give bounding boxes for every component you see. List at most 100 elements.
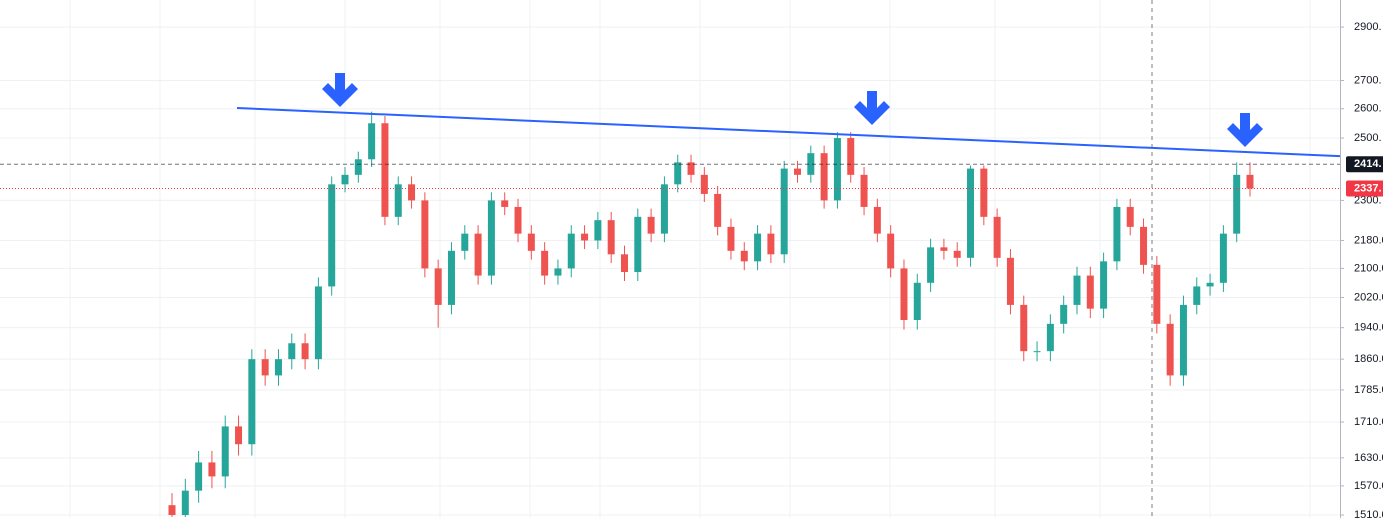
y-tick-label: 1510.0: [1354, 509, 1383, 518]
arrows: [322, 73, 1263, 147]
candle-body: [195, 462, 203, 491]
candle-body: [940, 247, 948, 251]
candle-body: [794, 168, 802, 175]
price-label-box: [1346, 180, 1383, 197]
candle-body: [434, 268, 442, 305]
candle-body: [780, 168, 788, 255]
candle-body: [1233, 174, 1241, 234]
candle-body: [967, 168, 975, 258]
candle-body: [1193, 286, 1201, 305]
candle-body: [1033, 351, 1041, 353]
candle-body: [1246, 174, 1254, 189]
candle-body: [288, 343, 296, 360]
candle-body: [1219, 233, 1227, 283]
price-axis: [1341, 0, 1383, 518]
candle-body: [248, 359, 256, 445]
candle-body: [833, 138, 841, 201]
candle-body: [1060, 304, 1068, 324]
candle-body: [554, 268, 562, 276]
y-tick-label: 2020.0: [1354, 291, 1383, 303]
candle-body: [700, 174, 708, 194]
candle-body: [394, 184, 402, 217]
candle-body: [1206, 282, 1214, 287]
candle-body: [1113, 206, 1121, 262]
candle-body: [913, 282, 921, 321]
candle-body: [261, 359, 269, 376]
candle-body: [527, 233, 535, 251]
y-tick-label: 2500.: [1354, 132, 1382, 144]
candle-body: [368, 123, 376, 160]
candle-body: [1046, 323, 1054, 352]
candle-body: [567, 233, 575, 269]
candle-body: [887, 233, 895, 269]
candle-body: [1086, 275, 1094, 309]
candle-body: [647, 216, 655, 234]
candle-body: [807, 153, 815, 175]
candle-body: [980, 168, 988, 217]
candle-body: [607, 220, 615, 255]
trendline: [236, 107, 1383, 159]
arrow: [1227, 113, 1263, 147]
candle-body: [447, 250, 455, 305]
y-tick-label: 1860.0: [1354, 353, 1383, 365]
candle-body: [860, 174, 868, 207]
candle-body: [1126, 206, 1134, 227]
candle-body: [1153, 264, 1161, 324]
candle-body: [714, 193, 722, 227]
y-tick-label: 2700.: [1354, 74, 1382, 86]
y-tick-label: 1570.0: [1354, 480, 1383, 492]
candle-body: [474, 233, 482, 276]
candle-body: [740, 250, 748, 262]
y-tick-label: 1710.0: [1354, 416, 1383, 428]
candle-body: [900, 268, 908, 321]
candle-body: [594, 220, 602, 241]
vertical-grid: [69, 0, 1311, 518]
candle-body: [354, 159, 362, 175]
candle-body: [953, 250, 961, 258]
candle-body: [1073, 275, 1081, 305]
candle-body: [541, 250, 549, 276]
candle-body: [328, 184, 336, 287]
candle-body: [421, 200, 429, 269]
y-tick-label: 1785.0: [1354, 384, 1383, 396]
axis-labels: 2900. 2700. 2600. 2500. 2300. 2180.0 2100.0 202…: [1340, 21, 1383, 518]
candle-body: [660, 184, 668, 234]
y-tick-label: 2600.: [1354, 103, 1382, 115]
candle-body: [767, 233, 775, 255]
candle-body: [408, 184, 416, 201]
candle-body: [727, 226, 735, 251]
candle-body: [1179, 304, 1187, 376]
candle-body: [927, 247, 935, 283]
y-tick-label: 2100.0: [1354, 262, 1383, 274]
candle-body: [820, 153, 828, 201]
arrow: [322, 73, 358, 107]
candle-body: [221, 426, 229, 477]
candle-body: [1140, 226, 1148, 265]
candle-body: [274, 359, 282, 376]
candle-body: [687, 162, 695, 175]
candle-body: [381, 123, 389, 217]
candle-body: [1006, 257, 1014, 305]
candle-body: [501, 200, 509, 207]
price-label: 2414.: [1354, 158, 1382, 170]
candle-body: [634, 216, 642, 272]
candle-body: [341, 174, 349, 185]
y-tick-label: 1940.0: [1354, 322, 1383, 334]
candles: [0, 111, 1340, 518]
price-label-box: [1346, 156, 1383, 173]
candle-body: [301, 343, 309, 360]
candle-body: [181, 490, 189, 516]
candle-body: [487, 200, 495, 276]
candle-body: [620, 254, 628, 272]
candle-body: [847, 138, 855, 175]
arrow: [854, 91, 890, 125]
y-tick-label: 2180.0: [1354, 234, 1383, 246]
candle-body: [674, 162, 682, 185]
candle-body: [314, 286, 322, 360]
candle-body: [461, 233, 469, 251]
candle-body: [1020, 304, 1028, 352]
candle-body: [1166, 323, 1174, 376]
